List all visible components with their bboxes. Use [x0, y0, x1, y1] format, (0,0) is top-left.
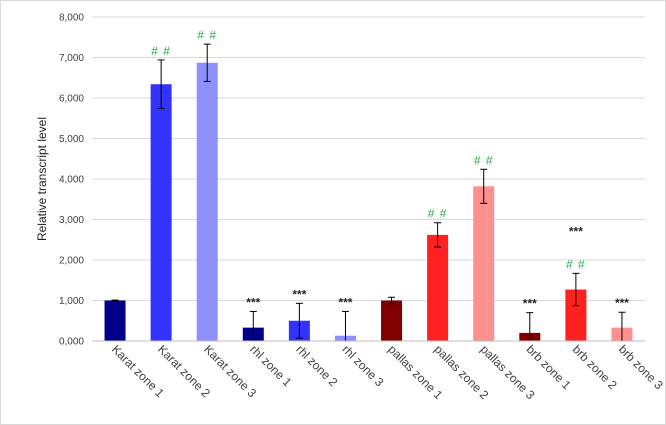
bar	[427, 234, 449, 341]
x-tick-label: rhl zone 1	[247, 342, 294, 389]
significance-hash: # #	[197, 28, 217, 42]
error-bars	[111, 43, 626, 342]
error-bar	[388, 296, 396, 305]
y-tick-label: 4,000	[59, 175, 84, 186]
error-bar	[480, 168, 488, 204]
significance-hash: # #	[474, 153, 494, 167]
bar	[565, 289, 587, 341]
y-axis-ticks: 0,000 1,000 2,000 3,000 4,000 5,000 6,000 7,000…	[59, 13, 84, 348]
significance-hash: # #	[151, 44, 171, 58]
x-tick-label: rhl zone 2	[293, 342, 340, 389]
significance-hash: # #	[428, 207, 448, 221]
significance-stars: ***	[569, 224, 583, 238]
y-tick-label: 7,000	[59, 53, 84, 64]
bar	[381, 300, 403, 341]
error-bar	[434, 222, 442, 248]
y-tick-label: 1,000	[59, 296, 84, 307]
significance-annotations: # # # # *** *** *** # # # # *** # # *** ***	[151, 28, 629, 311]
bar	[473, 186, 495, 341]
bar	[104, 300, 126, 341]
significance-stars: ***	[246, 295, 260, 309]
bars	[104, 62, 633, 341]
bar	[150, 84, 172, 341]
y-tick-label: 6,000	[59, 94, 84, 105]
y-axis-label: Relative transcript level	[35, 117, 49, 241]
y-tick-label: 8,000	[59, 13, 84, 24]
significance-stars: ***	[615, 296, 629, 310]
error-bar	[295, 302, 303, 339]
bar	[196, 62, 218, 341]
y-tick-label: 0,000	[59, 337, 84, 348]
y-tick-label: 2,000	[59, 256, 84, 267]
x-tick-label: brb zone 3	[616, 342, 665, 392]
gridlines	[92, 16, 645, 301]
significance-stars: ***	[523, 297, 537, 311]
significance-hash: # #	[566, 257, 586, 271]
error-bar	[111, 299, 119, 302]
significance-stars: ***	[292, 287, 306, 301]
x-tick-label: rhl zone 3	[339, 342, 386, 389]
significance-stars: ***	[338, 295, 352, 309]
y-tick-label: 3,000	[59, 215, 84, 226]
error-bar	[203, 43, 211, 82]
error-bar	[572, 272, 580, 307]
error-bar	[157, 59, 165, 110]
y-tick-label: 5,000	[59, 134, 84, 145]
x-tick-label: brb zone 2	[570, 342, 620, 392]
